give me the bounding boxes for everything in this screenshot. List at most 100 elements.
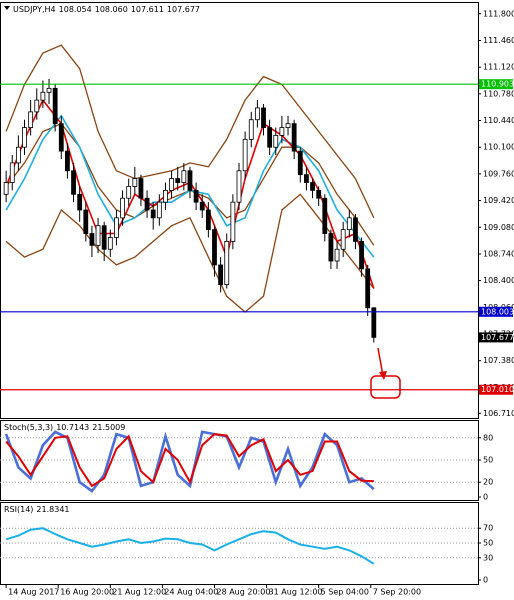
- candle-body: [3, 182, 9, 195]
- y-tick-label: 111.800: [483, 9, 514, 18]
- y-tick-label: 111.460: [483, 36, 514, 45]
- candle-body: [58, 123, 64, 152]
- y-tick-label: 0: [483, 576, 488, 585]
- candle-body: [212, 229, 217, 266]
- candle-body: [181, 170, 187, 183]
- x-tick-label: 7 Sep 20:00: [373, 588, 421, 597]
- x-tick-label: 5 Sep 04:00: [321, 588, 369, 597]
- candle-body: [95, 225, 101, 246]
- candle-body: [138, 178, 144, 199]
- x-tick-label: 28 Aug 20:00: [216, 588, 270, 597]
- level-label-box: [479, 79, 513, 90]
- candle-body: [40, 91, 46, 101]
- rsi-value: 21.8341: [36, 505, 69, 514]
- x-tick-label: 14 Aug 2017: [8, 588, 59, 597]
- y-tick-label: 106.710: [483, 409, 514, 418]
- candle-body: [224, 240, 230, 285]
- candle-body: [353, 217, 358, 242]
- candle-body: [291, 123, 297, 152]
- close: 107.677: [167, 5, 200, 14]
- stoch-signal: 21.5009: [92, 423, 125, 432]
- candle-body: [359, 240, 364, 270]
- candle-body: [28, 111, 34, 128]
- indicator-line: [5, 433, 374, 488]
- candle-body: [65, 150, 70, 172]
- symbol: USDJPY,H4: [13, 5, 56, 14]
- arrow-shaft: [377, 347, 384, 377]
- candle-body: [120, 197, 125, 219]
- candle-body: [169, 178, 174, 191]
- rsi-header: RSI(14) 21.8341: [4, 505, 70, 514]
- candle-body: [273, 135, 279, 148]
- level-label: 107.010: [481, 385, 514, 394]
- candle-body: [46, 87, 52, 93]
- candle-body: [163, 189, 168, 203]
- candle-body: [22, 127, 27, 148]
- indicator-line: [5, 44, 375, 219]
- candle-body: [279, 127, 285, 136]
- level-label: 108.003: [481, 307, 514, 316]
- menu-triangle: [4, 6, 10, 10]
- candle-body: [236, 170, 242, 203]
- candle-body: [175, 178, 181, 183]
- candle-body: [34, 99, 40, 113]
- candle-body: [328, 233, 334, 262]
- candle-body: [132, 178, 138, 187]
- main-panel: [0, 2, 479, 419]
- x-tick-label: 24 Aug 04:00: [164, 588, 218, 597]
- high: 108.060: [95, 5, 128, 14]
- price-label-box: [479, 332, 513, 343]
- y-tick-label: 50: [483, 539, 493, 548]
- candle-body: [230, 201, 236, 242]
- price-label: 107.677: [481, 333, 514, 342]
- chart-header: USDJPY,H4 108.054 108.060 107.611 107.677: [13, 5, 200, 14]
- y-tick-label: 107.380: [483, 356, 514, 365]
- candle-body: [297, 150, 303, 176]
- x-tick-label: 16 Aug 20:00: [60, 588, 114, 597]
- candle-body: [126, 186, 132, 199]
- annotation: [370, 347, 401, 399]
- open: 108.054: [59, 5, 92, 14]
- target-box: [370, 375, 401, 399]
- y-tick-label: 20: [483, 478, 493, 487]
- candle-body: [107, 237, 113, 250]
- candle-body: [322, 197, 328, 234]
- y-tick-label: 110.100: [483, 143, 514, 152]
- level-label-box: [479, 306, 513, 317]
- candle-body: [334, 248, 340, 262]
- candle-body: [248, 119, 254, 140]
- y-tick-label: 111.120: [483, 63, 514, 72]
- candle-body: [205, 209, 211, 231]
- candle-body: [150, 209, 156, 219]
- candle-body: [144, 197, 150, 211]
- indicator-line: [5, 193, 375, 313]
- candle-body: [254, 107, 260, 121]
- candle-body: [285, 123, 291, 128]
- stoch-header: Stoch(5,3,3) 10.7143 21.5009: [4, 423, 125, 432]
- candle-body: [267, 127, 273, 148]
- candle-body: [52, 87, 58, 125]
- indicator-line: [5, 527, 375, 565]
- candle-body: [261, 107, 266, 128]
- candle-body: [310, 182, 315, 191]
- candle-body: [365, 268, 371, 309]
- rsi-title: RSI(14): [4, 505, 33, 514]
- y-tick-label: 80: [483, 433, 493, 442]
- y-tick-label: 108.740: [483, 249, 514, 258]
- candle-body: [101, 225, 107, 250]
- candle-body: [340, 229, 346, 250]
- level-label: 110.903: [481, 80, 514, 89]
- x-tick-label: 31 Aug 12:00: [269, 588, 323, 597]
- y-tick-label: 109.760: [483, 169, 514, 178]
- candle-body: [114, 217, 119, 238]
- candle-body: [156, 201, 162, 219]
- candle-body: [371, 307, 377, 338]
- y-tick-label: 110.780: [483, 89, 514, 98]
- y-tick-label: 0: [483, 493, 488, 502]
- candle-body: [187, 170, 193, 191]
- stoch-title: Stoch(5,3,3): [4, 423, 53, 432]
- candle-body: [316, 189, 322, 199]
- candle-body: [71, 170, 76, 195]
- low: 107.611: [131, 5, 164, 14]
